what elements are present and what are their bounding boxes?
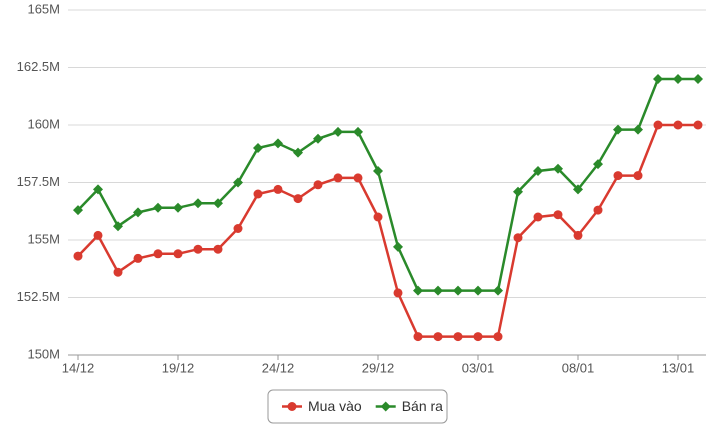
point	[153, 202, 163, 213]
y-tick-label: 165M	[27, 1, 60, 16]
point	[473, 285, 483, 296]
point	[553, 163, 563, 174]
point	[393, 241, 403, 252]
point	[173, 249, 183, 259]
point	[333, 173, 343, 183]
point	[433, 285, 443, 296]
legend	[267, 389, 448, 424]
point	[293, 147, 303, 158]
point	[313, 133, 323, 144]
point	[493, 332, 503, 342]
point	[213, 244, 223, 254]
point	[333, 126, 343, 137]
point	[453, 332, 463, 342]
point	[533, 166, 543, 176]
x-tick-label: 14/12	[62, 360, 95, 375]
point	[433, 332, 443, 342]
point	[293, 194, 303, 204]
point	[93, 184, 103, 195]
y-tick-label: 157.5M	[17, 174, 60, 189]
point	[693, 120, 703, 130]
x-tick-label: 29/12	[362, 360, 395, 375]
point	[253, 143, 263, 153]
y-tick-label: 155M	[27, 231, 60, 246]
point	[633, 124, 643, 135]
y-tick-label: 150M	[27, 346, 60, 361]
point	[153, 249, 163, 259]
point	[313, 180, 323, 190]
point	[453, 285, 463, 296]
point	[193, 198, 203, 209]
point	[553, 210, 563, 220]
legend-label: Bán ra	[402, 398, 443, 414]
point	[413, 332, 423, 342]
y-tick-label: 162.5M	[17, 59, 60, 74]
legend-label: Mua vào	[308, 398, 362, 414]
x-tick-label: 19/12	[162, 360, 195, 375]
point	[653, 120, 663, 130]
point	[73, 251, 83, 261]
point	[373, 166, 383, 176]
point	[593, 159, 603, 170]
point	[633, 171, 643, 181]
point	[113, 267, 123, 277]
point	[473, 332, 483, 342]
point	[233, 224, 243, 233]
point	[613, 124, 623, 135]
point	[693, 74, 703, 84]
point	[233, 177, 243, 188]
point	[133, 207, 143, 218]
x-tick-label: 24/12	[262, 360, 295, 375]
point	[613, 171, 623, 181]
point	[513, 233, 523, 243]
legend-marker	[287, 402, 297, 411]
point	[173, 202, 183, 213]
point	[113, 221, 123, 232]
point	[373, 212, 383, 222]
point	[593, 205, 603, 215]
point	[573, 184, 583, 195]
point	[353, 173, 363, 183]
x-tick-label: 08/01	[562, 360, 595, 375]
point	[673, 120, 683, 130]
point	[513, 186, 523, 197]
point	[353, 126, 363, 137]
series-line	[77, 123, 698, 338]
point	[393, 288, 403, 298]
x-tick-label: 13/01	[662, 360, 695, 375]
point	[273, 138, 283, 149]
point	[253, 189, 263, 199]
point	[493, 285, 503, 296]
point	[273, 184, 283, 194]
y-tick-label: 160M	[27, 116, 60, 131]
point	[73, 205, 83, 216]
point	[573, 230, 583, 240]
point	[653, 74, 663, 84]
point	[673, 74, 683, 84]
point	[193, 244, 203, 254]
point	[533, 212, 543, 222]
point	[133, 253, 143, 263]
legend-marker	[380, 401, 391, 412]
x-tick-label: 03/01	[462, 360, 495, 375]
point	[213, 198, 223, 209]
point	[413, 285, 423, 296]
point	[93, 230, 103, 240]
y-tick-label: 152.5M	[17, 289, 60, 304]
